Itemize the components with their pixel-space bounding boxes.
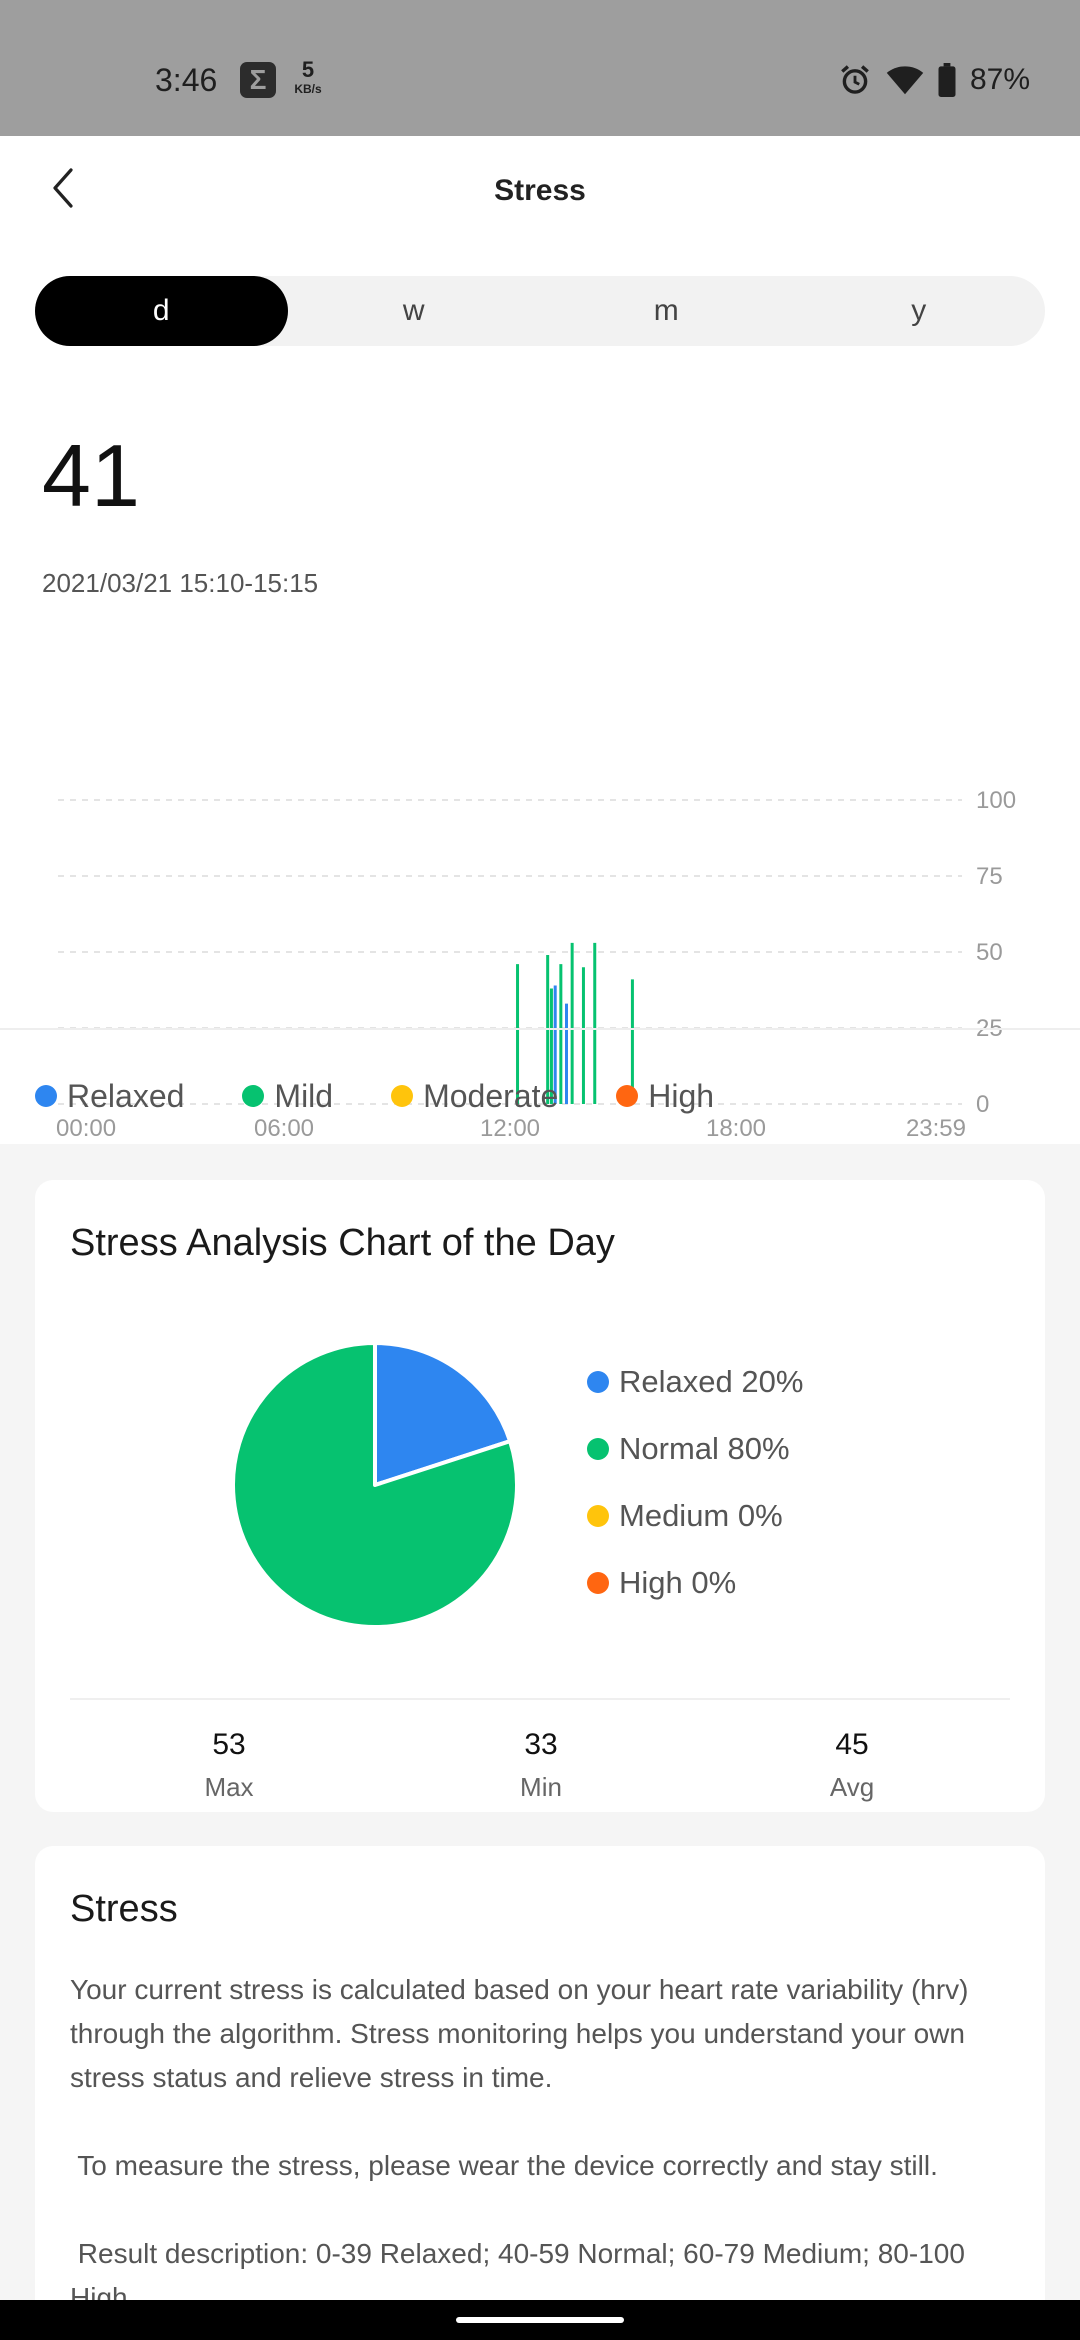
pie-dot-relaxed (587, 1370, 609, 1393)
y-tick-label: 100 (976, 787, 1016, 814)
pie-legend-relaxed: Relaxed 20% (587, 1348, 803, 1415)
period-tabs: d w m y (35, 276, 1045, 346)
legend-dot-moderate (391, 1085, 414, 1107)
network-speed: 5 KB/s (288, 57, 328, 97)
pie-dot-medium (587, 1504, 609, 1527)
stats-divider (70, 1698, 1010, 1700)
stat-avg: 45 Avg (752, 1728, 952, 1803)
legend-dot-relaxed (35, 1085, 57, 1107)
stat-max-label: Max (204, 1772, 254, 1802)
tab-week[interactable]: w (402, 294, 425, 327)
stat-min-value: 33 (524, 1728, 558, 1761)
pie-legend-label: Relaxed 20% (619, 1363, 804, 1399)
pie-slice (231, 1341, 519, 1629)
alarm-icon (841, 65, 869, 94)
pie-legend-normal: Normal 80% (587, 1415, 803, 1482)
app-screen: Stress d w m y 41 2021/03/21 15:10-15:15… (0, 136, 1080, 2340)
legend-label: Moderate (423, 1077, 559, 1114)
tab-month[interactable]: m (653, 294, 679, 327)
network-speed-unit: KB/s (294, 82, 322, 96)
stress-analysis-card: Stress Analysis Chart of the Day Relaxed… (35, 1180, 1045, 1812)
stat-avg-value: 45 (835, 1728, 869, 1761)
legend-label: Mild (274, 1077, 334, 1114)
pie-legend-label: Normal 80% (619, 1430, 790, 1466)
back-button[interactable] (40, 164, 88, 212)
stat-max-value: 53 (212, 1728, 246, 1761)
pie-dot-normal (587, 1437, 609, 1460)
x-tick-label: 00:00 (56, 1115, 116, 1142)
measurement-time: 2021/03/21 15:10-15:15 (42, 568, 319, 598)
stress-overview: Stress d w m y 41 2021/03/21 15:10-15:15… (0, 136, 1080, 1144)
divider (0, 1028, 1080, 1030)
pie-legend: Relaxed 20% Normal 80% Medium 0% High 0% (587, 1348, 803, 1616)
pie-dot-high (587, 1571, 609, 1594)
legend-mild: Mild (242, 1078, 333, 1115)
stat-max: 53 Max (129, 1728, 329, 1803)
x-tick-label: 23:59 (906, 1115, 966, 1142)
status-bar: 3:46 Σ 5 KB/s 87% (0, 0, 1080, 136)
y-tick-label: 0 (976, 1091, 989, 1118)
navigation-bar (0, 2300, 1080, 2340)
stat-min-label: Min (520, 1772, 562, 1802)
analysis-title: Stress Analysis Chart of the Day (70, 1222, 615, 1264)
stress-legend: Relaxed Mild Moderate High (35, 1066, 772, 1126)
info-paragraph-2: To measure the stress, please wear the d… (70, 2150, 938, 2181)
pie-legend-high: High 0% (587, 1549, 803, 1616)
legend-relaxed: Relaxed (35, 1078, 184, 1115)
y-tick-label: 75 (976, 863, 1003, 890)
network-speed-value: 5 (301, 57, 315, 82)
legend-label: Relaxed (67, 1077, 185, 1114)
legend-dot-mild (242, 1085, 265, 1107)
info-paragraph-1: Your current stress is calculated based … (70, 1974, 969, 2093)
stress-info-card: Stress Your current stress is calculated… (35, 1846, 1045, 2340)
info-title: Stress (70, 1888, 178, 1930)
wifi-icon (886, 66, 924, 95)
tab-year[interactable]: y (911, 294, 927, 327)
pie-legend-medium: Medium 0% (587, 1482, 803, 1549)
pie-slice (373, 1341, 513, 1487)
battery-icon (938, 63, 956, 97)
legend-dot-high (616, 1085, 639, 1107)
x-tick-label: 18:00 (706, 1115, 766, 1142)
stat-min: 33 Min (441, 1728, 641, 1803)
legend-label: High (648, 1077, 715, 1114)
tab-day[interactable]: d (35, 276, 288, 346)
status-icons: 87% (838, 60, 1030, 100)
pie-legend-label: Medium 0% (619, 1497, 783, 1533)
status-time: 3:46 (155, 62, 218, 98)
legend-moderate: Moderate (391, 1078, 558, 1115)
legend-high: High (616, 1078, 714, 1115)
stat-avg-label: Avg (829, 1772, 875, 1802)
battery-percent: 87% (969, 63, 1030, 96)
x-tick-label: 12:00 (480, 1115, 540, 1142)
page-title: Stress (494, 174, 586, 207)
home-gesture-handle[interactable] (456, 2317, 624, 2323)
stress-value: 41 (42, 426, 140, 525)
sigma-icon: Σ (240, 62, 276, 98)
y-tick-label: 50 (976, 939, 1003, 966)
pie-svg (231, 1341, 519, 1629)
stress-pie-chart (230, 1340, 520, 1630)
pie-legend-label: High 0% (619, 1564, 737, 1600)
x-tick-label: 06:00 (254, 1115, 314, 1142)
chevron-left-icon (53, 168, 73, 208)
